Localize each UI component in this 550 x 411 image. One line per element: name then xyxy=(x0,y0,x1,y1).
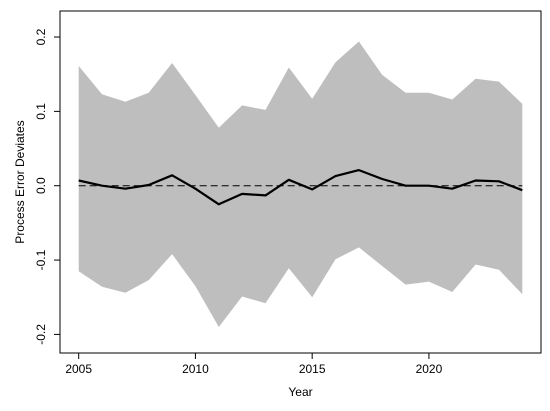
x-axis-title: Year xyxy=(288,385,312,399)
y-tick-label-2: 0.0 xyxy=(34,177,48,194)
y-tick-label-0: -0.2 xyxy=(34,324,48,345)
y-tick-label-1: -0.1 xyxy=(34,249,48,270)
plot-frame xyxy=(59,10,542,354)
x-tick-label-2015: 2015 xyxy=(299,362,326,376)
y-tick-label-4: 0.2 xyxy=(34,28,48,45)
y-tick-label-3: 0.1 xyxy=(34,103,48,120)
deviate-series-line xyxy=(78,169,523,206)
x-tick-label-2020: 2020 xyxy=(416,362,443,376)
x-tick-label-2010: 2010 xyxy=(182,362,209,376)
y-axis-title: Process Error Deviates xyxy=(13,120,27,243)
x-tick-label-2005: 2005 xyxy=(65,362,92,376)
